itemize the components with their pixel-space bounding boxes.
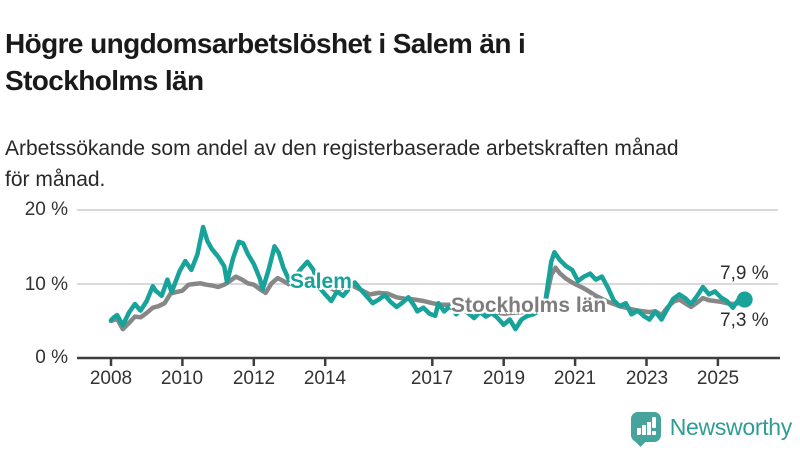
- x-axis-label-2023: 2023: [625, 368, 669, 389]
- x-axis-label-2025: 2025: [696, 368, 740, 389]
- title-line-1: Högre ungdomsarbetslöshet i Salem än i: [5, 27, 526, 59]
- series-line-stockholms-län: [108, 265, 747, 332]
- y-axis-label-10: 10 %: [24, 274, 68, 295]
- newsworthy-chart-bubble-icon: [630, 412, 661, 442]
- series-label-stockholm: Stockholms län: [451, 294, 607, 317]
- end-value-salem: 7,9 %: [720, 263, 769, 284]
- series-label-salem: Salem: [290, 270, 352, 293]
- bar-chart-exclamation-icon: [636, 417, 656, 435]
- series-line-salem: [108, 224, 747, 332]
- y-axis-label-20: 20 %: [24, 199, 68, 220]
- newsworthy-logo[interactable]: Newsworthy: [630, 412, 793, 442]
- subtitle-line-2: för månad.: [5, 168, 106, 191]
- newsworthy-wordmark: Newsworthy: [669, 413, 793, 440]
- x-axis-label-2008: 2008: [89, 368, 133, 389]
- x-axis-label-2017: 2017: [410, 368, 454, 389]
- page-title: Högre ungdomsarbetslöshet i Salem än i S…: [5, 25, 785, 99]
- x-axis-label-2019: 2019: [482, 368, 526, 389]
- x-axis-label-2021: 2021: [553, 368, 597, 389]
- subtitle-line-1: Arbetssökande som andel av den registerb…: [5, 137, 679, 160]
- title-line-2: Stockholms län: [5, 64, 204, 96]
- x-axis-label-2012: 2012: [232, 368, 276, 389]
- y-axis-label-0: 0 %: [35, 347, 68, 368]
- x-axis-label-2014: 2014: [303, 368, 347, 389]
- end-dot-salem: [736, 291, 753, 308]
- end-value-stockholm: 7,3 %: [720, 310, 769, 331]
- chart-subtitle: Arbetssökande som andel av den registerb…: [5, 133, 790, 195]
- x-axis-label-2010: 2010: [160, 368, 204, 389]
